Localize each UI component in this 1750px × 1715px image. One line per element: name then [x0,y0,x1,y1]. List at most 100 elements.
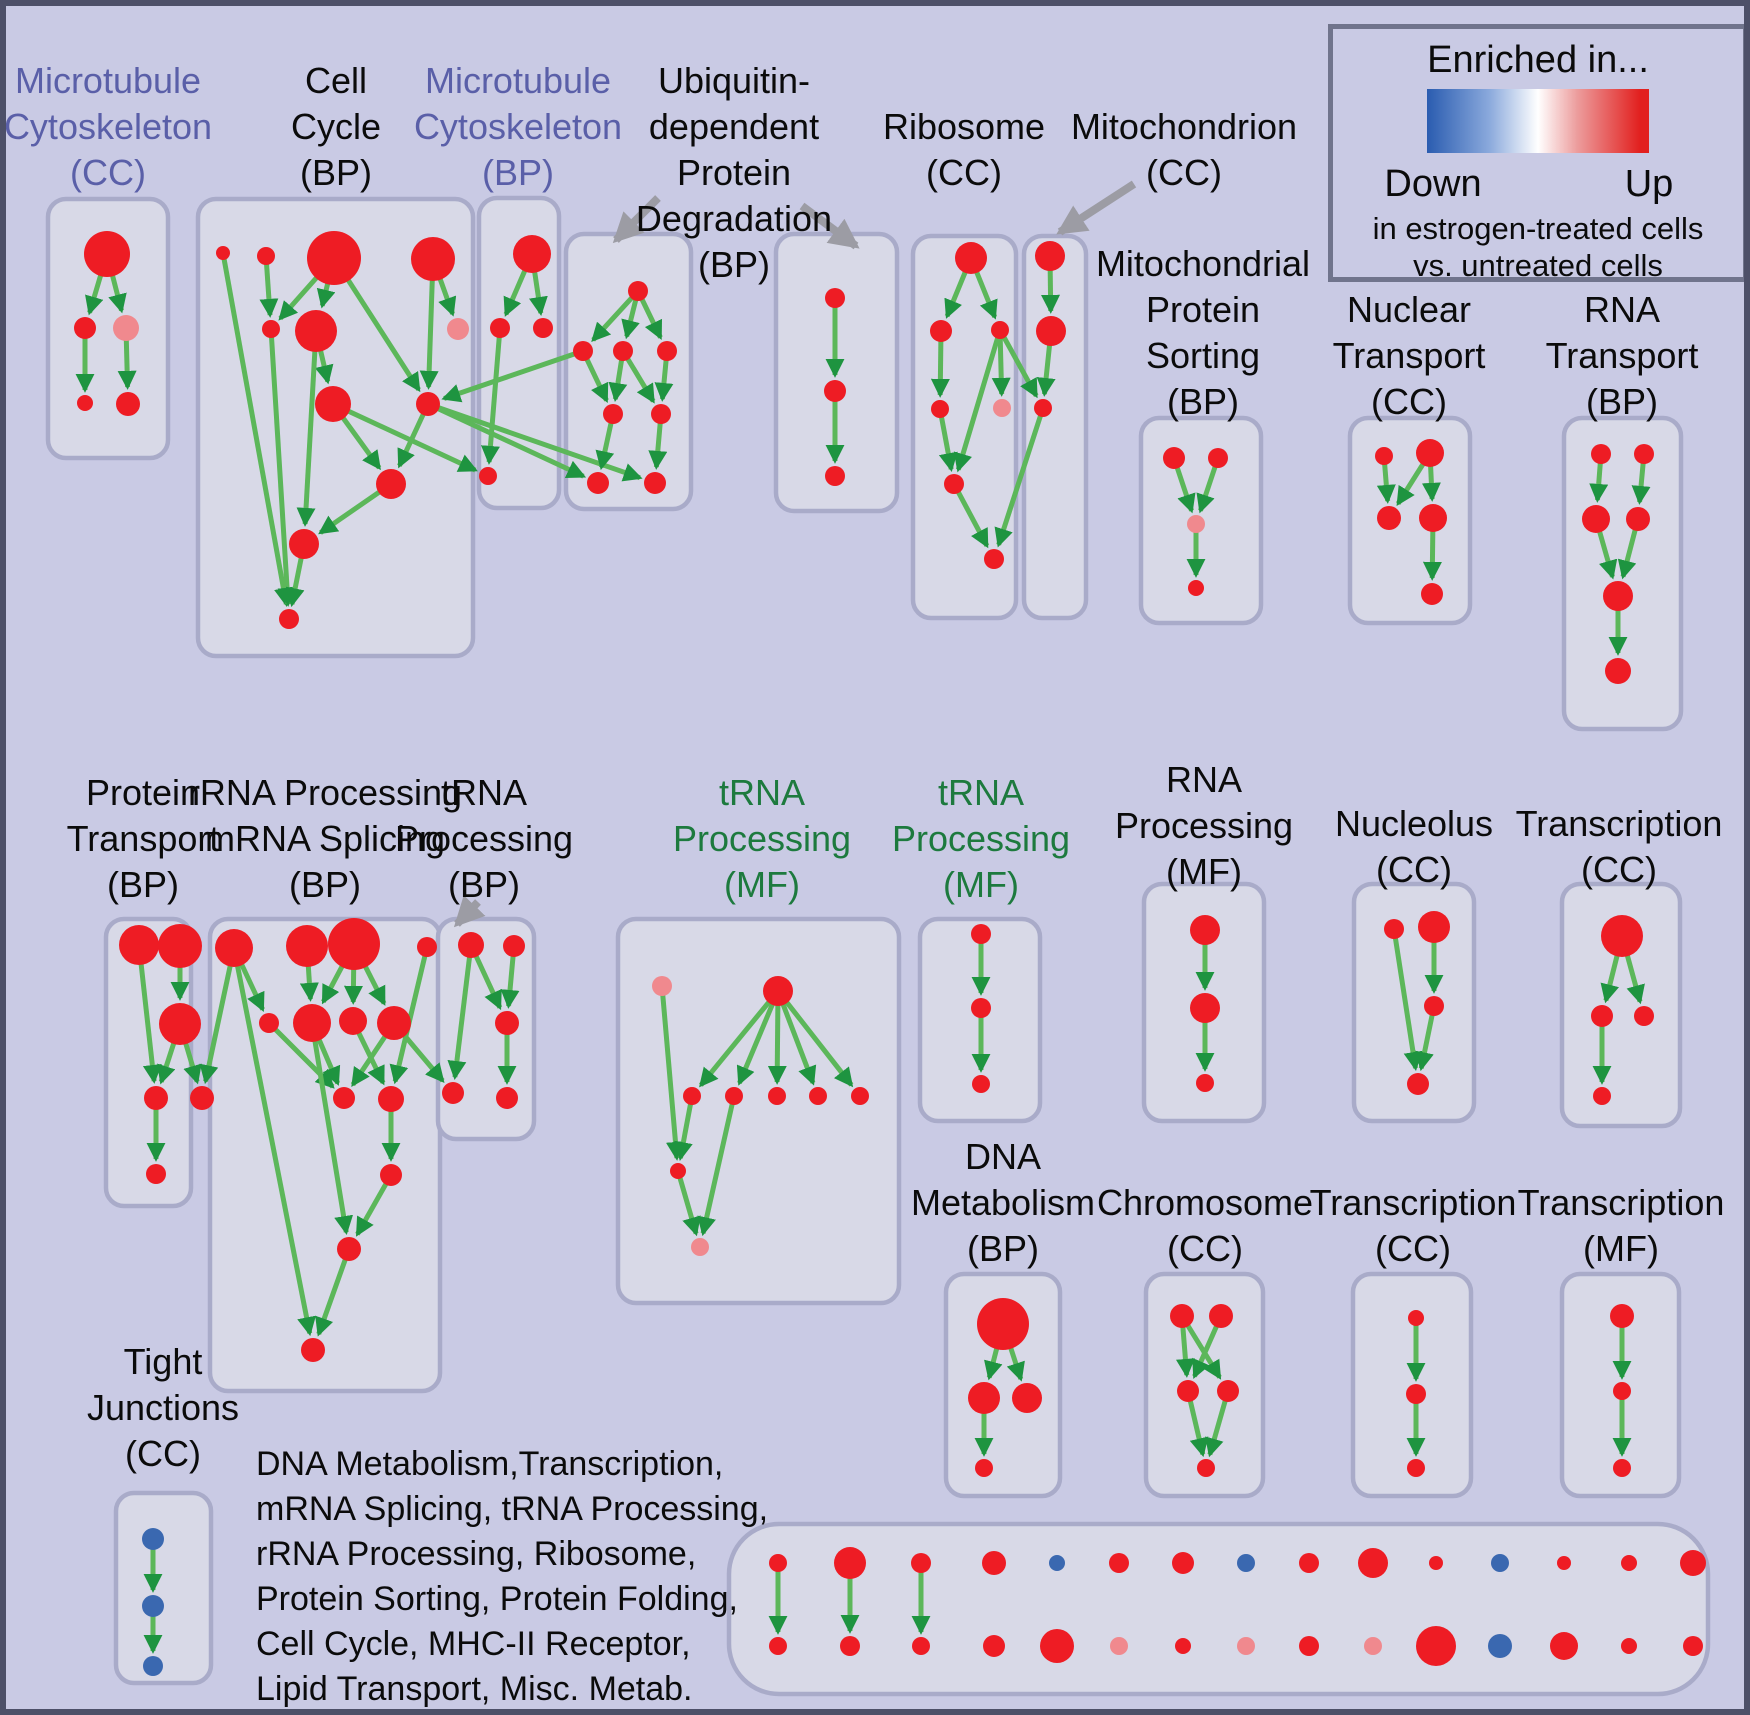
node-B8 [315,386,351,422]
label-line: tRNA [440,772,527,813]
edge-D1-D2 [591,289,640,343]
label-line: Mitochondrial [1095,243,1311,284]
annotation-arrow-3 [1056,180,1137,236]
node-A2 [74,317,96,339]
misc-text-line: mRNA Splicing, tRNA Processing, [256,1489,769,1528]
node-N3 [683,1087,701,1105]
label-line: (CC) [1375,1228,1451,1269]
node-S4 [975,1459,993,1477]
node-L6 [293,1004,331,1042]
node-U2 [1406,1384,1426,1404]
misc-text-line: Protein Sorting, Protein Folding, [256,1579,738,1618]
node-Q2 [1418,911,1450,943]
node-R4 [1593,1087,1611,1105]
label-cell-cycle-bp: Cell Cycle (BP) [106,58,566,196]
node-G2 [1036,316,1066,346]
node-K2 [158,924,202,968]
node-Wb13 [1550,1632,1578,1660]
edge-N2-N5 [767,990,787,1085]
legend-gradient-bar [1427,89,1649,153]
node-L7 [339,1007,367,1035]
node-N9 [691,1238,709,1256]
node-Wb5 [1040,1629,1074,1663]
node-U3 [1407,1459,1425,1477]
edge-N2-N3 [698,989,780,1088]
edge-L4-L10 [389,946,430,1085]
node-K3 [159,1003,201,1045]
label-line: Ubiquitin- [657,60,811,101]
node-T5 [1197,1459,1215,1477]
node-B12 [279,609,299,629]
label-nuclear-transport-cc: Nuclear Transport (CC) [1179,287,1639,425]
label-line: (BP) [289,864,361,905]
label-line: (CC) [1376,849,1452,890]
label-line: (BP) [1167,381,1239,422]
label-line: Degradation [635,198,833,239]
label-microtubule-cytoskeleton-bp: Microtubule Cytoskeleton (BP) [288,58,748,196]
label-line: Transport [1332,335,1486,376]
edge-T4-T5 [1205,1390,1231,1458]
node-A3 [113,315,139,341]
node-E3 [825,466,845,486]
label-line: Transport [66,818,220,859]
node-L12 [337,1237,361,1261]
node-P1 [1190,915,1220,945]
edge-N2-N4 [736,990,781,1086]
edge-Q3-Q4 [1415,1005,1437,1072]
cluster-box-misc-categories-box [726,1521,1711,1697]
label-line: tRNA [718,772,805,813]
node-N5 [768,1087,786,1105]
edge-L1-L13 [231,947,316,1337]
node-E1 [825,288,845,308]
edge-K1-K4 [136,944,162,1084]
node-Q4 [1407,1073,1429,1095]
label-mitochondrion-cc: Mitochondrion (CC) [954,104,1414,196]
node-N4 [725,1087,743,1105]
label-line: Processing [672,818,852,859]
node-G3 [1034,399,1052,417]
label-trna-processing-bp: tRNA Processing (BP) [254,770,714,908]
node-T4 [1217,1380,1239,1402]
node-D2 [573,341,593,361]
node-J6 [1605,658,1631,684]
legend-down-label: Down [1384,163,1482,205]
node-L10 [378,1086,404,1112]
label-line: Nuclear [1346,289,1472,330]
label-line: Ribosome [882,106,1046,147]
label-line: (CC) [926,152,1002,193]
node-K1 [119,925,159,965]
label-line: (CC) [1371,381,1447,422]
misc-text-line: Cell Cycle, MHC-II Receptor, [256,1624,691,1663]
label-protein-transport-bp: Protein Transport (BP) [6,770,373,908]
node-T2 [1209,1304,1233,1328]
node-Wb8 [1237,1637,1255,1655]
node-M3 [495,1011,519,1035]
node-F1 [955,242,987,274]
edge-N2-N7 [776,989,854,1088]
label-ribosome-cc: Ribosome (CC) [734,104,1194,196]
node-C3 [533,318,553,338]
label-line: Transport [1545,335,1699,376]
node-H3 [1187,515,1205,533]
node-Wb1 [769,1637,787,1655]
node-F5 [993,399,1011,417]
node-Wb4 [983,1635,1005,1657]
edge-N4-N9 [697,1095,737,1237]
edge-D2-B9 [441,348,584,403]
node-S1 [977,1298,1029,1350]
edge-L11-L12 [355,1173,394,1237]
node-K4 [144,1086,168,1110]
misc-category-list: DNA Metabolism,Transcription, mRNA Splici… [256,1442,769,1710]
edge-B6-B11 [296,330,319,527]
label-line: Transcription [1515,803,1723,844]
node-L3 [328,918,380,970]
edge-G3-F7 [994,407,1046,548]
node-B11 [289,529,319,559]
node-Wt13 [1557,1556,1571,1570]
legend-subtitle-line2: vs. untreated cells [1413,248,1663,283]
label-trna-processing-mf-1: tRNA Processing (MF) [532,770,992,908]
node-L2 [286,925,328,967]
node-Wt10 [1358,1548,1388,1578]
label-line: Transcription [1517,1182,1725,1223]
label-line: Processing [1114,805,1294,846]
